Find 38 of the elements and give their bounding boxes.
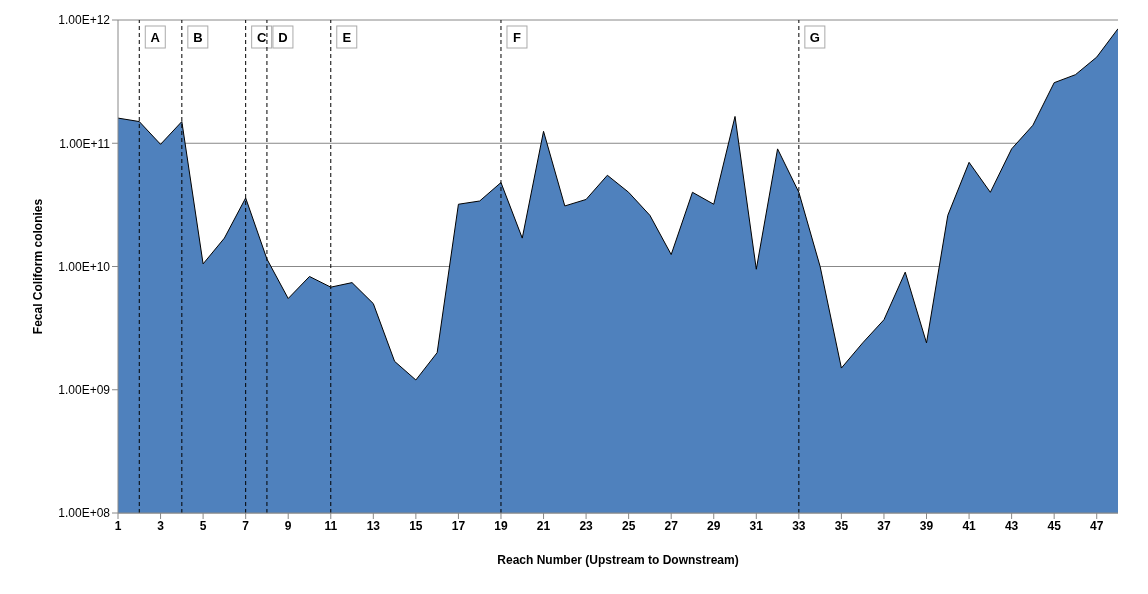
x-tick-label: 27 [664, 518, 679, 533]
ref-line-label: B [193, 30, 203, 45]
y-tick-label: 1.00E+11 [59, 136, 111, 151]
x-tick-label: 5 [199, 518, 207, 533]
x-axis-title: Reach Number (Upstream to Downstream) [497, 552, 739, 567]
x-tick-label: 35 [834, 518, 849, 533]
ref-line-label: D [278, 30, 288, 45]
x-tick-label: 3 [157, 518, 165, 533]
y-axis-title: Fecal Coliform colonies [31, 198, 46, 335]
ref-line-label: C [256, 30, 267, 45]
x-tick-label: 45 [1047, 518, 1062, 533]
x-tick-label: 33 [792, 518, 806, 533]
x-tick-label: 17 [451, 518, 466, 533]
x-tick-label: 21 [536, 518, 551, 533]
x-tick-label: 1 [114, 518, 122, 533]
x-tick-label: 13 [366, 518, 381, 533]
x-tick-label: 11 [324, 518, 338, 533]
y-tick-label: 1.00E+12 [58, 13, 111, 28]
ref-line-label: E [342, 30, 352, 45]
y-tick-label: 1.00E+09 [58, 383, 111, 398]
ref-line-label: G [809, 30, 820, 45]
x-tick-label: 7 [242, 518, 250, 533]
ref-line-label: F [513, 30, 521, 45]
x-tick-label: 47 [1090, 518, 1104, 533]
x-tick-label: 41 [962, 518, 977, 533]
x-tick-label: 37 [877, 518, 891, 533]
x-tick-label: 9 [284, 518, 292, 533]
x-tick-label: 19 [494, 518, 508, 533]
y-tick-label: 1.00E+10 [58, 259, 111, 274]
ref-line-label: A [150, 30, 161, 45]
x-tick-label: 29 [707, 518, 721, 533]
x-tick-label: 25 [621, 518, 636, 533]
x-tick-label: 31 [749, 518, 764, 533]
x-tick-label: 15 [409, 518, 423, 533]
y-tick-label: 1.00E+08 [58, 506, 111, 521]
x-tick-label: 39 [919, 518, 934, 533]
x-tick-label: 23 [579, 518, 594, 533]
x-tick-label: 43 [1004, 518, 1019, 533]
